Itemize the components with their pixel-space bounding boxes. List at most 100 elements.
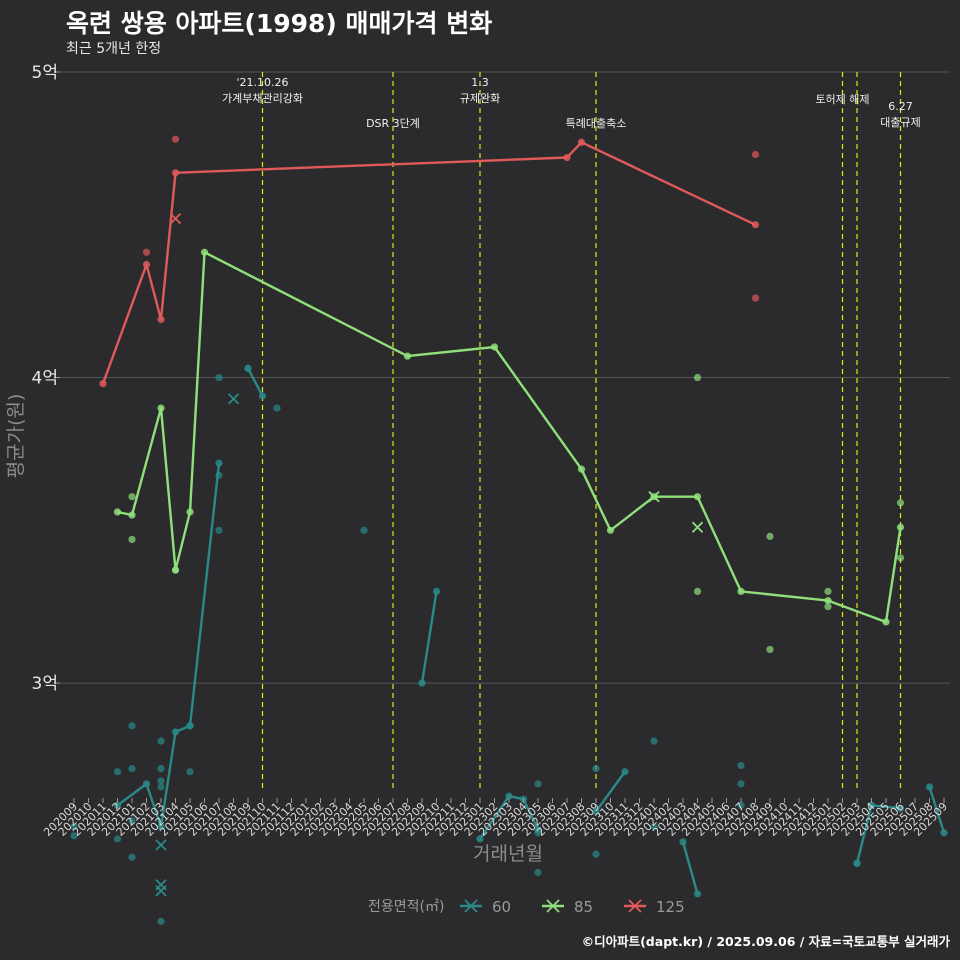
data-point: [215, 471, 223, 479]
data-point: [737, 780, 745, 788]
chart-title: 옥련 쌍용 아파트(1998) 매매가격 변화: [66, 9, 493, 38]
gridlines: [60, 71, 950, 684]
data-point: [606, 526, 615, 534]
data-point: [621, 768, 629, 776]
legend-label: 85: [574, 898, 593, 916]
data-point: [142, 780, 151, 788]
data-point: [171, 566, 180, 574]
legend-key-cross: [628, 899, 642, 913]
data-point: [766, 645, 774, 654]
x-axis-title: 거래년월: [473, 843, 543, 865]
data-point: [128, 853, 136, 861]
data-point: [490, 343, 499, 351]
data-point: [766, 532, 774, 541]
data-point: [360, 526, 368, 534]
data-point: [896, 523, 905, 531]
data-point: [853, 859, 861, 867]
legend-key-cross: [464, 899, 478, 913]
series-85: [113, 248, 905, 654]
data-point: [824, 596, 832, 605]
data-point: [244, 364, 252, 372]
data-point: [128, 493, 136, 501]
data-point: [113, 801, 122, 809]
y-tick-label: 4억: [32, 369, 58, 389]
data-point: [215, 373, 223, 382]
series-line: [420, 591, 438, 684]
data-point: [171, 135, 180, 143]
data-point: [142, 260, 151, 269]
event-label: 토허제 해제: [815, 92, 869, 106]
data-point: [418, 679, 426, 687]
data-point: [157, 404, 165, 412]
data-point: [505, 792, 513, 800]
series-line: [479, 794, 540, 840]
legend-label: 60: [492, 898, 511, 916]
data-point: [534, 780, 542, 788]
data-point: [650, 737, 658, 745]
data-point: [186, 722, 194, 730]
data-point: [534, 868, 542, 877]
event-label: '21.10.26 가계부채관리강화: [222, 76, 303, 105]
data-point: [824, 603, 832, 611]
event-label: 특례대출축소: [566, 117, 627, 130]
data-point: [679, 838, 687, 846]
data-point: [113, 768, 122, 776]
series-60: [70, 364, 948, 925]
data-point: [128, 816, 136, 825]
data-point: [70, 823, 78, 831]
series-line: [101, 141, 757, 385]
data-point: [113, 508, 122, 516]
data-point: [737, 587, 745, 596]
data-point: [592, 807, 600, 815]
legend: 전용면적(㎡) 60 85 125: [368, 898, 685, 916]
event-label: 1.3 규제완화: [460, 76, 500, 105]
data-point: [563, 153, 571, 162]
data-point: [128, 535, 136, 544]
data-point: [142, 248, 151, 256]
data-point: [693, 493, 702, 501]
event-label: DSR 3단계: [366, 117, 420, 130]
data-point: [751, 221, 760, 229]
data-point: [577, 465, 586, 473]
data-point: [693, 373, 702, 382]
data-point: [476, 835, 484, 843]
data-point: [925, 783, 934, 791]
data-point: [171, 728, 180, 736]
data-point: [186, 508, 194, 516]
data-point: [113, 835, 122, 843]
series-line: [116, 462, 221, 828]
data-point: [940, 829, 948, 837]
data-point: [171, 169, 180, 177]
credit-line: ©디아파트(dapt.kr) / 2025.09.06 / 자료=국토교통부 실…: [581, 934, 950, 949]
data-point: [737, 761, 745, 770]
data-point: [650, 823, 658, 831]
data-point: [128, 511, 136, 519]
x-axis: 2020092020102020112020122021012021022021…: [41, 798, 950, 839]
data-point: [157, 917, 165, 925]
data-point: [157, 315, 165, 324]
data-point: [215, 459, 223, 467]
data-point: [157, 737, 165, 745]
event-label: 6.27 대출규제: [880, 100, 920, 129]
legend-key-cross: [546, 899, 560, 913]
series-125: [99, 135, 760, 388]
data-point: [157, 783, 165, 791]
cancelled-marker: [691, 521, 704, 533]
data-point: [128, 765, 136, 773]
data-point: [882, 618, 890, 626]
y-tick-label: 3억: [32, 674, 58, 694]
data-point: [215, 526, 223, 534]
data-point: [592, 765, 600, 773]
legend-item-125: 125: [624, 898, 685, 916]
cancelled-marker: [648, 491, 660, 503]
data-point: [751, 294, 760, 302]
series-line: [681, 841, 699, 895]
data-point: [258, 392, 267, 400]
data-point: [70, 832, 78, 840]
data-point: [693, 890, 702, 898]
data-point: [577, 138, 586, 146]
data-point: [186, 768, 194, 776]
data-point: [896, 499, 905, 507]
data-point: [273, 404, 281, 412]
